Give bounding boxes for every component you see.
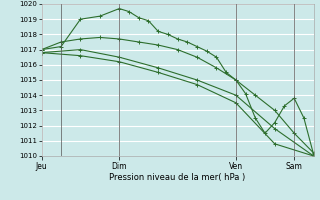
X-axis label: Pression niveau de la mer( hPa ): Pression niveau de la mer( hPa ) — [109, 173, 246, 182]
